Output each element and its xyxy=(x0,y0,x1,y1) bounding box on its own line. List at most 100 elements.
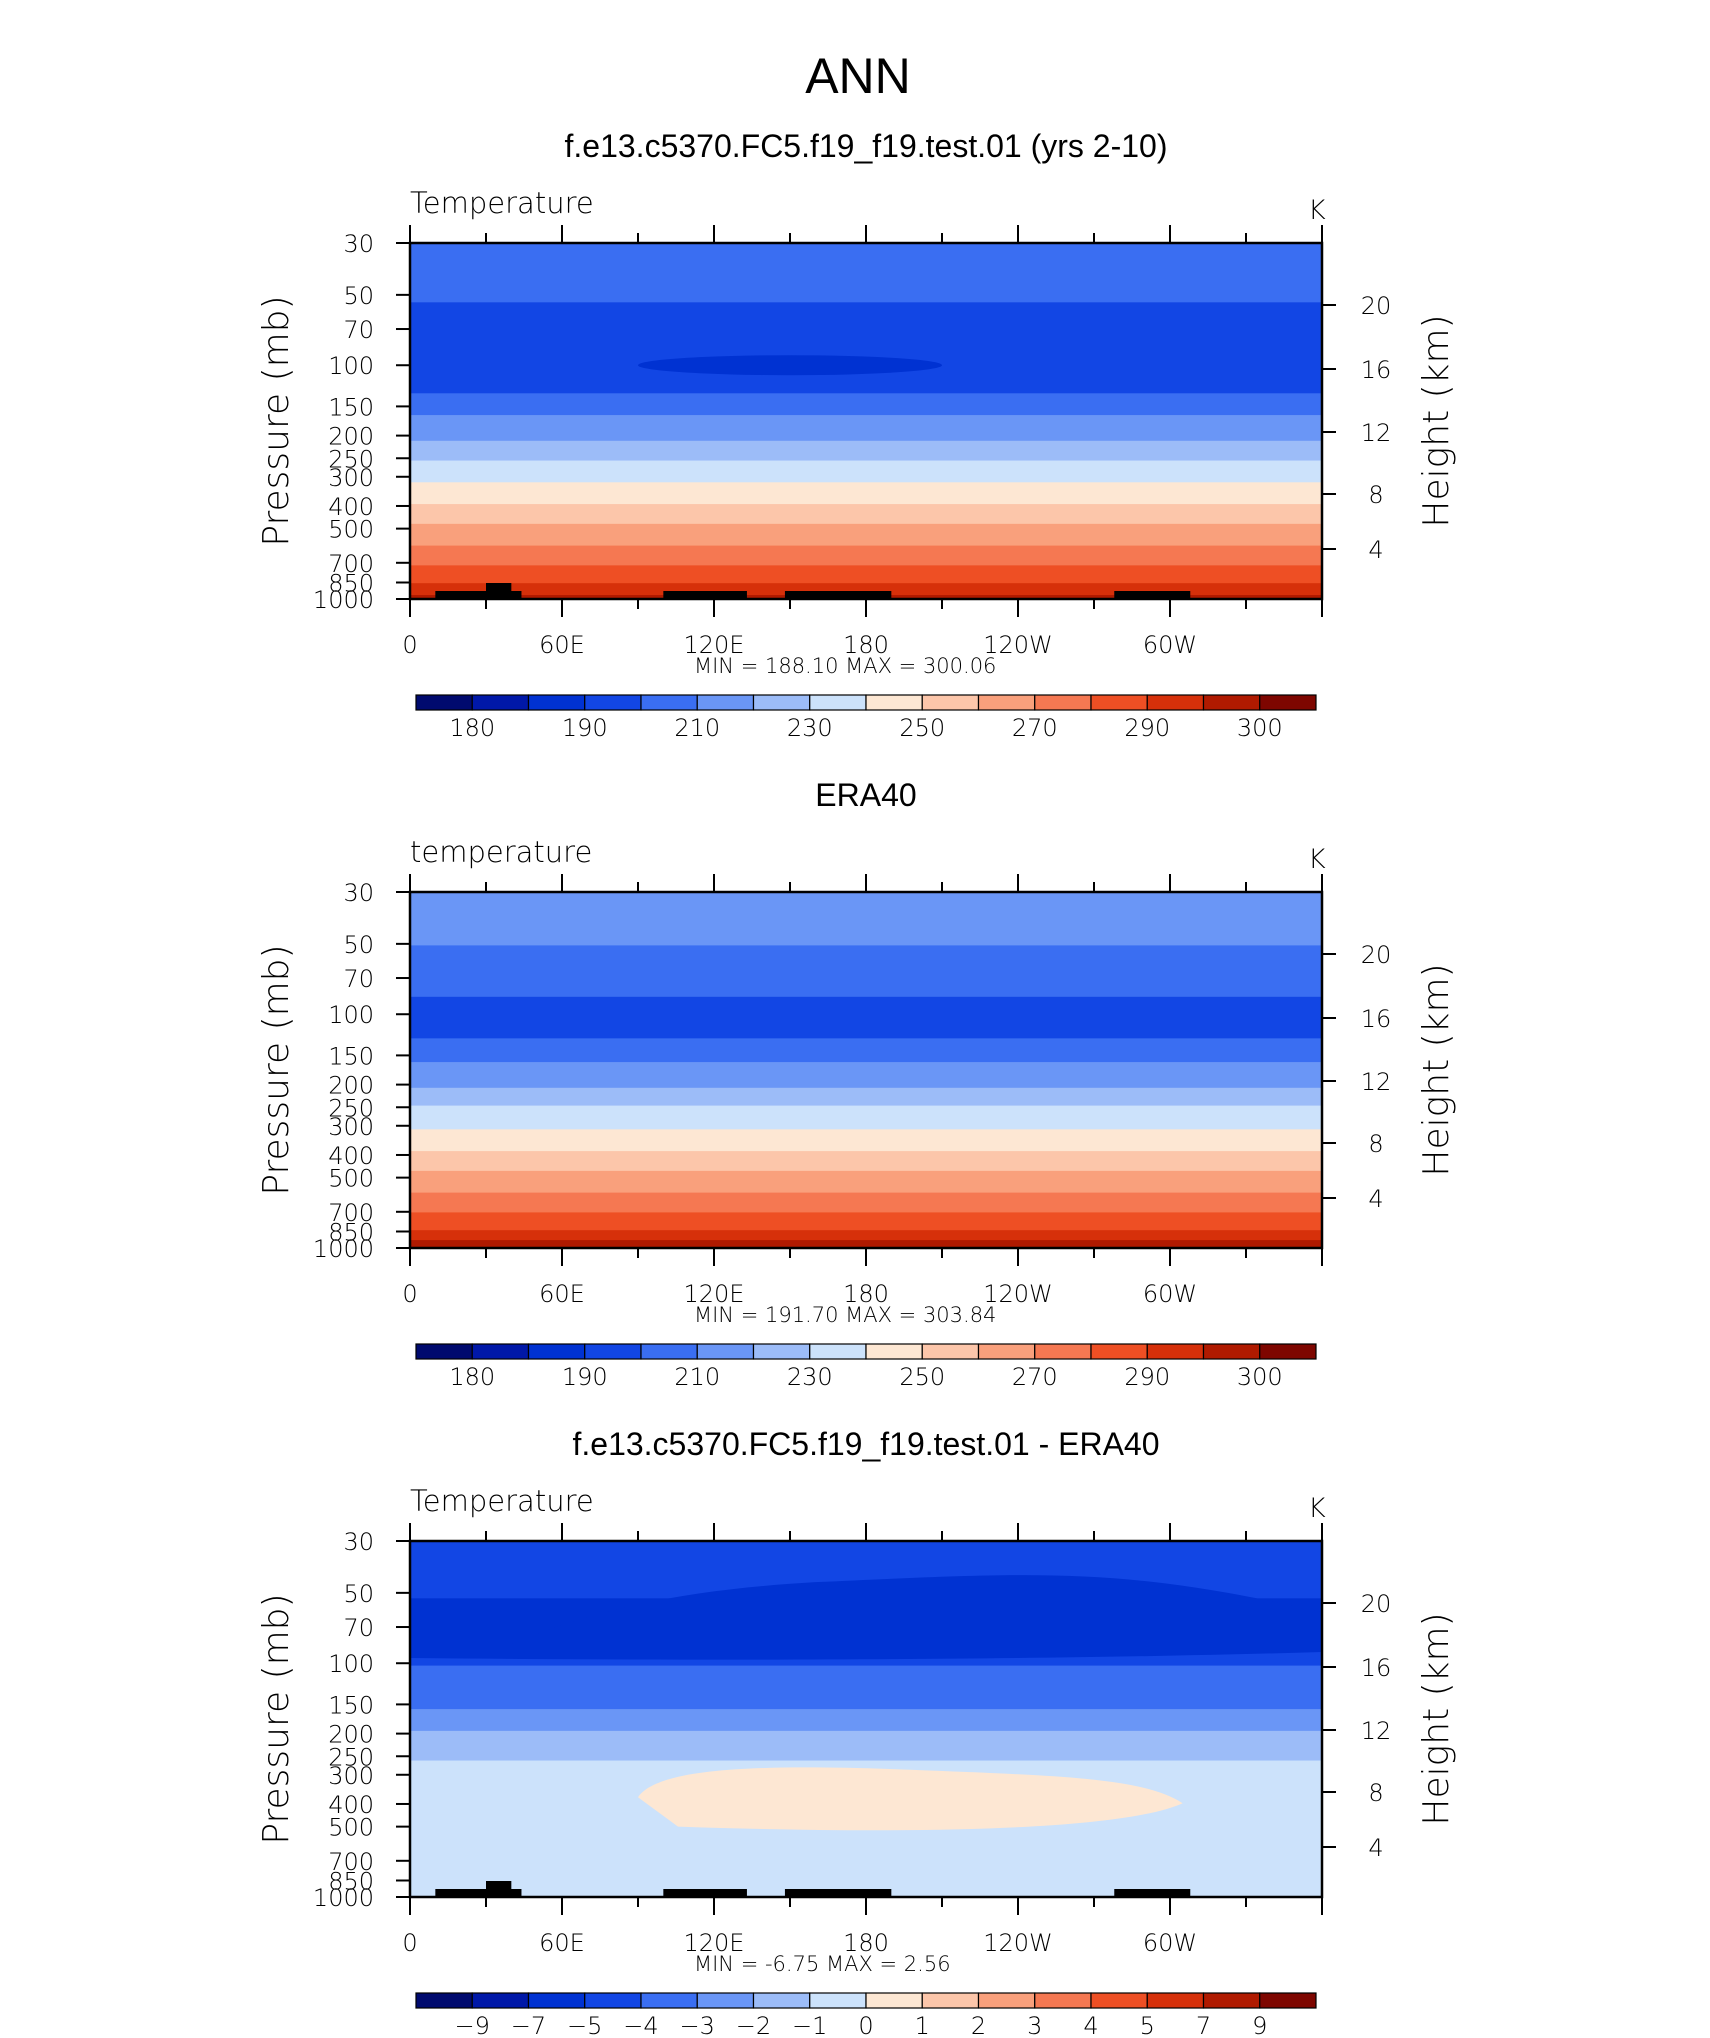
contour-band xyxy=(410,892,1322,947)
pressure-tick-label: 1000 xyxy=(313,1884,374,1912)
contour-band xyxy=(410,1105,1322,1131)
x-tick-label: 60E xyxy=(539,1929,585,1957)
pressure-tick-label: 200 xyxy=(328,1072,374,1100)
x-tick-label: 120E xyxy=(684,631,745,659)
colorbar-swatch xyxy=(1034,694,1092,711)
pressure-tick-label: 500 xyxy=(328,1165,374,1193)
contour-field xyxy=(410,1541,1322,1897)
height-axis-label: Height (km) xyxy=(1416,314,1457,527)
x-tick-label: 180 xyxy=(843,1929,889,1957)
colorbar-label: 9 xyxy=(1252,2012,1267,2038)
min-max-label: MIN = -6.75 MAX = 2.56 xyxy=(694,1952,951,1976)
colorbar-label: 230 xyxy=(787,1363,833,1391)
contour-band xyxy=(410,1709,1322,1732)
colorbar-swatch xyxy=(1146,1992,1205,2009)
pressure-tick-label: 50 xyxy=(343,931,374,959)
colorbar-swatch xyxy=(809,1343,867,1360)
colorbar: 180 190 210 230 250 270 290 300 xyxy=(415,1343,1317,1391)
pressure-tick-label: 200 xyxy=(328,1721,374,1749)
pressure-tick-label: 100 xyxy=(328,1001,374,1029)
colorbar-label: 290 xyxy=(1124,1363,1170,1391)
x-tick-label: 0 xyxy=(402,1929,417,1957)
colorbar-label: 2 xyxy=(971,2012,986,2038)
pressure-tick-label: 30 xyxy=(343,230,374,258)
min-max-label: MIN = 188.10 MAX = 300.06 xyxy=(694,654,996,678)
colorbar-label: 3 xyxy=(1027,2012,1042,2038)
pressure-axis-label: Pressure (mb) xyxy=(256,1593,297,1844)
x-tick-label: 180 xyxy=(843,1280,889,1308)
pressure-tick-label: 850 xyxy=(328,1219,374,1247)
colorbar-swatch xyxy=(865,1343,923,1360)
x-tick-label: 60E xyxy=(539,631,585,659)
topography-block xyxy=(1114,1889,1191,1897)
x-tick-label: 0 xyxy=(402,1280,417,1308)
pressure-tick-label: 400 xyxy=(328,1791,374,1819)
pressure-tick-label: 70 xyxy=(343,965,374,993)
pressure-tick-label: 150 xyxy=(328,393,374,421)
colorbar-swatch xyxy=(527,1343,586,1360)
colorbar-label: 7 xyxy=(1196,2012,1211,2038)
colorbar-label: −7 xyxy=(511,2012,546,2038)
colorbar-label: 250 xyxy=(899,714,945,742)
colorbar-swatch xyxy=(471,694,530,711)
variable-label: Temperature xyxy=(410,1484,594,1518)
pressure-tick-label: 30 xyxy=(343,879,374,907)
colorbar-swatch xyxy=(1202,1992,1261,2009)
figure-title: ANN xyxy=(805,48,911,104)
colorbar: −9 −7 −5 −4 −3 −2 −1 0 1 2 3 4 5 7 9 xyxy=(415,1992,1317,2038)
colorbar-swatch xyxy=(1259,694,1317,711)
colorbar-swatch xyxy=(415,1343,473,1360)
contour-band xyxy=(410,504,1322,525)
contour-band xyxy=(410,243,1322,304)
colorbar-swatch xyxy=(1090,1992,1148,2009)
contour-band xyxy=(410,523,1322,547)
colorbar-swatch xyxy=(1146,1343,1205,1360)
colorbar-label: 270 xyxy=(1012,1363,1058,1391)
variable-label: Temperature xyxy=(410,186,594,220)
colorbar-swatch xyxy=(584,694,642,711)
topography-block xyxy=(435,1889,522,1897)
colorbar-swatch xyxy=(977,1343,1036,1360)
colorbar-label: 250 xyxy=(899,1363,945,1391)
colorbar-swatch xyxy=(527,1992,586,2009)
height-tick-label: 16 xyxy=(1361,356,1392,384)
panel-2: ERA40 temperature K 0 60E 120E 180 120W 60W 30 50 7… xyxy=(256,777,1457,1391)
contour-band xyxy=(410,460,1322,484)
colorbar-swatch xyxy=(1034,1992,1092,2009)
height-tick-label: 8 xyxy=(1368,1130,1383,1158)
contour-band xyxy=(410,393,1322,417)
colorbar-label: 180 xyxy=(449,1363,495,1391)
height-tick-label: 12 xyxy=(1361,1068,1392,1096)
pressure-tick-label: 1000 xyxy=(313,586,374,614)
topography-block xyxy=(435,591,522,599)
contour-band xyxy=(410,1170,1322,1194)
panel-3: f.e13.c5370.FC5.f19_f19.test.01 - ERA40 T… xyxy=(256,1426,1457,2038)
colorbar-swatch xyxy=(752,1343,811,1360)
pressure-tick-label: 70 xyxy=(343,316,374,344)
colorbar-swatch xyxy=(809,1992,867,2009)
contour-band xyxy=(410,1151,1322,1172)
colorbar-label: 300 xyxy=(1237,714,1283,742)
colorbar-swatch xyxy=(696,694,755,711)
colorbar-label: 190 xyxy=(562,1363,608,1391)
contour-band xyxy=(410,482,1322,506)
pressure-axis-label: Pressure (mb) xyxy=(256,295,297,546)
colorbar-swatch xyxy=(1034,1343,1092,1360)
height-tick-label: 20 xyxy=(1361,1590,1392,1618)
pressure-tick-label: 400 xyxy=(328,1142,374,1170)
x-tick-label: 0 xyxy=(402,631,417,659)
colorbar-label: 230 xyxy=(787,714,833,742)
pressure-tick-label: 70 xyxy=(343,1614,374,1642)
pressure-tick-label: 700 xyxy=(328,550,374,578)
contour-band xyxy=(410,1087,1322,1107)
colorbar-swatch xyxy=(921,694,980,711)
colorbar-swatch xyxy=(640,1992,698,2009)
panel-1: f.e13.c5370.FC5.f19_f19.test.01 (yrs 2-1… xyxy=(256,128,1457,742)
colorbar-label: −9 xyxy=(455,2012,490,2038)
pressure-tick-label: 850 xyxy=(328,570,374,598)
colorbar-label: 270 xyxy=(1012,714,1058,742)
pressure-tick-label: 300 xyxy=(328,1113,374,1141)
panel-subtitle: ERA40 xyxy=(815,777,916,813)
contour-band xyxy=(410,996,1322,1040)
